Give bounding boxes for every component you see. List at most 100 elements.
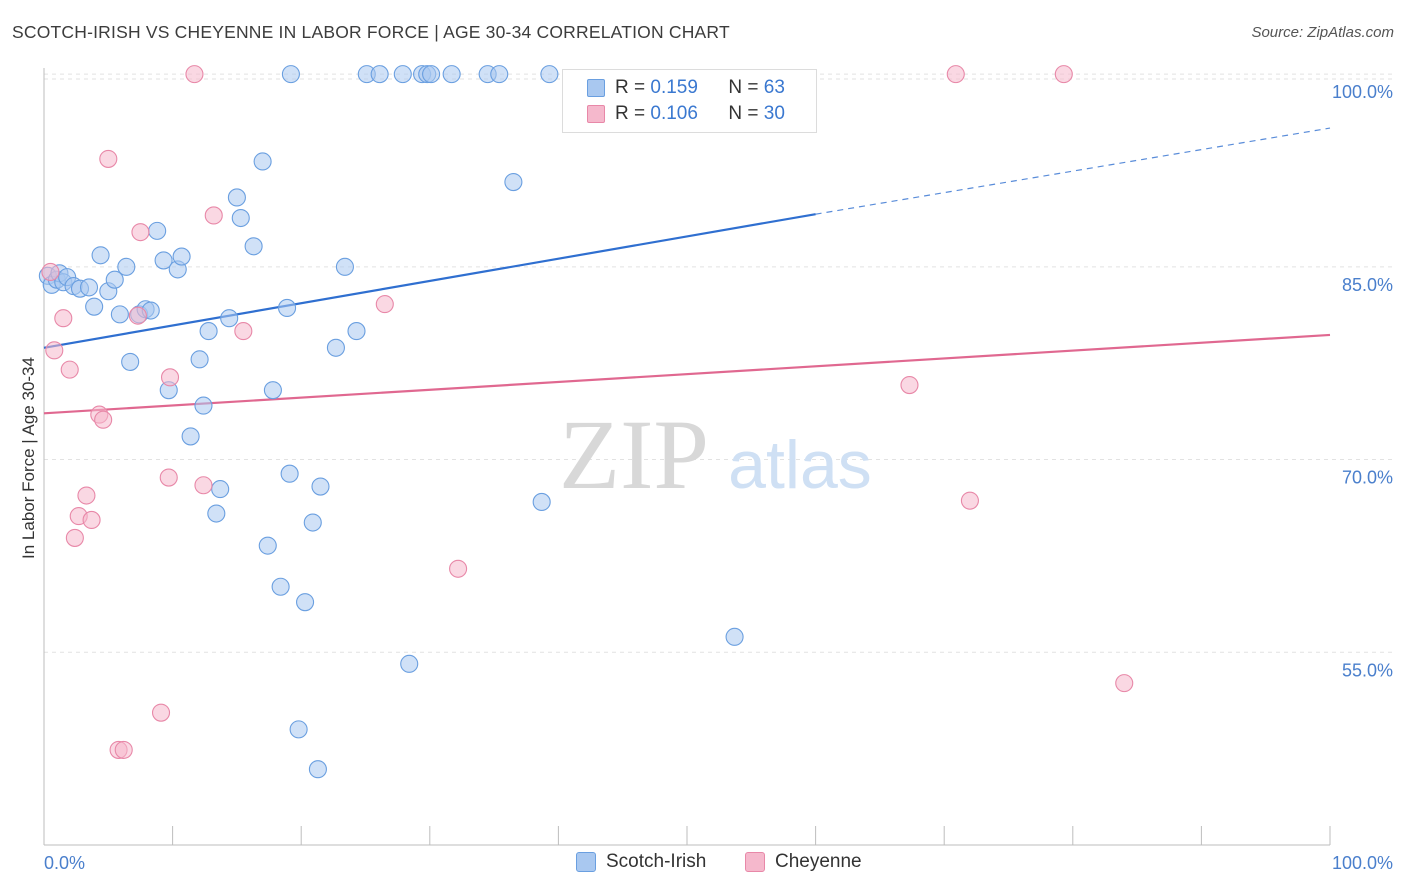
- trend-line-extension-scotch-irish: [815, 127, 1331, 215]
- point-scotch-irish: [194, 396, 213, 415]
- point-scotch-irish: [117, 257, 136, 276]
- point-scotch-irish: [85, 297, 104, 316]
- watermark-atlas: atlas: [728, 427, 872, 503]
- point-scotch-irish: [326, 338, 345, 357]
- series-legend-scotch-irish[interactable]: Scotch-Irish: [576, 851, 706, 873]
- point-scotch-irish: [199, 322, 218, 341]
- series-legend-label: Cheyenne: [775, 851, 862, 872]
- legend-swatch-scotch-irish: [587, 79, 605, 97]
- point-scotch-irish: [490, 65, 509, 84]
- legend-r-value: 0.106: [650, 103, 698, 124]
- point-scotch-irish: [91, 246, 110, 265]
- point-cheyenne: [159, 468, 178, 487]
- series-swatch-cheyenne: [745, 852, 765, 872]
- point-cheyenne: [65, 528, 84, 547]
- point-scotch-irish: [347, 322, 366, 341]
- point-scotch-irish: [296, 593, 315, 612]
- point-scotch-irish: [207, 504, 226, 523]
- point-scotch-irish: [280, 464, 299, 483]
- point-scotch-irish: [278, 298, 297, 318]
- point-scotch-irish: [244, 237, 263, 256]
- point-scotch-irish: [271, 577, 290, 596]
- point-scotch-irish: [540, 65, 559, 84]
- y-axis-label: In Labor Force | Age 30-34: [19, 357, 38, 559]
- point-cheyenne: [131, 223, 150, 242]
- series-legend-cheyenne[interactable]: Cheyenne: [745, 851, 862, 873]
- point-scotch-irish: [211, 480, 230, 499]
- point-scotch-irish: [220, 309, 239, 328]
- point-scotch-irish: [400, 654, 419, 673]
- trend-lines: [43, 127, 1331, 415]
- y-tick-label: 55.0%: [1342, 660, 1393, 680]
- point-cheyenne: [946, 65, 965, 84]
- point-scotch-irish: [442, 65, 461, 84]
- legend-n-value: 30: [763, 103, 785, 124]
- point-scotch-irish: [263, 381, 282, 400]
- point-cheyenne: [77, 486, 96, 505]
- legend-r-label: R =: [615, 103, 646, 124]
- point-scotch-irish: [121, 352, 140, 371]
- point-scotch-irish: [148, 221, 167, 240]
- point-cheyenne: [160, 368, 180, 387]
- trend-line-cheyenne: [43, 333, 1331, 415]
- point-cheyenne: [41, 262, 60, 282]
- y-tick-label: 85.0%: [1342, 275, 1393, 295]
- point-scotch-irish: [504, 172, 523, 192]
- point-cheyenne: [375, 295, 394, 314]
- legend-swatch-cheyenne: [587, 105, 605, 123]
- point-cheyenne: [194, 476, 213, 495]
- tick-labels: 55.0% 70.0% 85.0% 100.0% 0.0% 100.0%: [44, 82, 1393, 873]
- correlation-legend: R = 0.159 N = 63 R = 0.106 N = 30: [562, 69, 817, 133]
- x-tick-label-max: 100.0%: [1332, 853, 1393, 873]
- legend-row-cheyenne: R = 0.106 N = 30: [587, 102, 785, 126]
- point-cheyenne: [128, 306, 147, 325]
- point-cheyenne: [1115, 674, 1134, 693]
- point-scotch-irish: [335, 257, 354, 276]
- point-scotch-irish: [105, 270, 124, 289]
- watermark-zip: ZIP: [559, 399, 709, 510]
- series-legend-label: Scotch-Irish: [606, 851, 707, 872]
- point-cheyenne: [54, 309, 73, 328]
- legend-n-value: 63: [763, 77, 785, 98]
- x-tick-label-min: 0.0%: [44, 853, 85, 873]
- point-scotch-irish: [190, 350, 209, 369]
- point-scotch-irish: [227, 188, 246, 207]
- point-scotch-irish: [231, 208, 250, 228]
- point-cheyenne: [94, 410, 113, 429]
- point-cheyenne: [234, 322, 253, 341]
- point-scotch-irish: [154, 251, 173, 270]
- series-swatch-scotch-irish: [576, 852, 596, 872]
- legend-n-label: N =: [728, 77, 759, 98]
- point-cheyenne: [204, 206, 223, 225]
- point-scotch-irish: [311, 477, 330, 496]
- chart-title: SCOTCH-IRISH VS CHEYENNE IN LABOR FORCE …: [12, 22, 730, 42]
- point-cheyenne: [114, 740, 133, 759]
- point-cheyenne: [900, 375, 919, 395]
- axes: [43, 68, 1331, 846]
- point-scotch-irish: [289, 720, 308, 739]
- point-cheyenne: [960, 491, 979, 510]
- trend-line-scotch-irish: [43, 213, 816, 349]
- series-legend: Scotch-Irish Cheyenne: [0, 851, 1406, 877]
- point-scotch-irish: [172, 247, 191, 266]
- grid-lines: [44, 73, 1393, 653]
- point-scotch-irish: [258, 536, 277, 555]
- point-cheyenne: [449, 559, 468, 578]
- point-scotch-irish: [308, 760, 327, 779]
- legend-r-value: 0.159: [650, 77, 698, 98]
- point-scotch-irish: [422, 65, 441, 84]
- data-points: [38, 65, 1134, 779]
- point-scotch-irish: [110, 305, 129, 324]
- point-scotch-irish: [725, 627, 744, 646]
- point-cheyenne: [45, 341, 64, 360]
- point-cheyenne: [1054, 65, 1073, 84]
- source-credit: Source: ZipAtlas.com: [1251, 24, 1394, 41]
- point-scotch-irish: [303, 513, 322, 532]
- point-cheyenne: [99, 149, 118, 168]
- legend-r-label: R =: [615, 77, 646, 98]
- point-cheyenne: [60, 360, 79, 379]
- point-scotch-irish: [79, 278, 99, 297]
- point-scotch-irish: [253, 152, 272, 171]
- point-cheyenne: [82, 510, 101, 529]
- point-scotch-irish: [532, 492, 551, 512]
